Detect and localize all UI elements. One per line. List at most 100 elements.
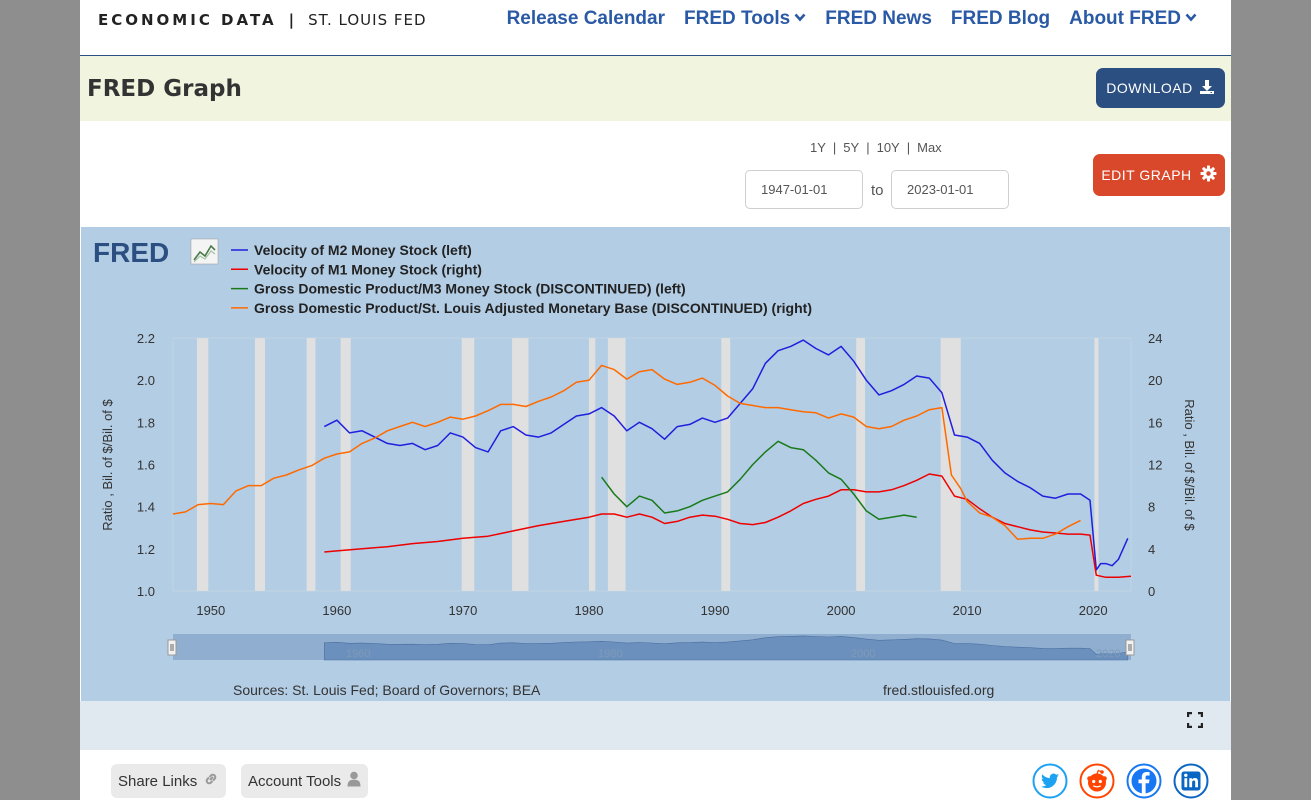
fred-logo-graph-icon bbox=[190, 238, 219, 265]
account-tools-button[interactable]: Account Tools bbox=[241, 764, 369, 798]
navigator-label: 2000 bbox=[851, 648, 875, 660]
y-left-tick-label: 2.2 bbox=[137, 331, 155, 346]
linkedin-share-button[interactable] bbox=[1173, 763, 1209, 799]
expand-icon[interactable] bbox=[1186, 711, 1204, 729]
y-right-tick-label: 24 bbox=[1148, 331, 1162, 346]
axes-layer: 1950 1960 1970 1980 1990 2000 2010 2020 1.0 1.2 1.… bbox=[100, 331, 1197, 618]
recession-bar bbox=[588, 338, 596, 591]
start-date-input[interactable] bbox=[745, 170, 863, 209]
x-tick-label: 1950 bbox=[196, 603, 225, 618]
range-separator: | bbox=[866, 140, 870, 155]
legend-item-label: Velocity of M2 Money Stock (left) bbox=[254, 242, 472, 258]
recession-bar bbox=[721, 338, 731, 591]
series-line bbox=[172, 364, 1081, 541]
y-left-tick-label: 2.0 bbox=[137, 373, 155, 388]
account-tools-label: Account Tools bbox=[248, 772, 342, 790]
plot-border bbox=[172, 337, 1132, 592]
navigator-label: 1980 bbox=[598, 648, 622, 660]
navigator-series bbox=[324, 635, 1129, 661]
nav-fred-blog[interactable]: FRED Blog bbox=[951, 8, 1050, 30]
logo-separator: | bbox=[288, 11, 297, 29]
logo-text-right: ST. LOUIS FED bbox=[308, 11, 427, 29]
nav-label: FRED News bbox=[825, 8, 932, 29]
navigator-handle-right[interactable] bbox=[1125, 639, 1135, 656]
share-links-button[interactable]: Share Links bbox=[111, 764, 227, 798]
series-layer bbox=[172, 339, 1132, 579]
recession-bar bbox=[306, 338, 316, 591]
edit-graph-label: EDIT GRAPH bbox=[1101, 167, 1192, 183]
edit-graph-button[interactable]: EDIT GRAPH bbox=[1093, 154, 1225, 196]
range-5y[interactable]: 5Y bbox=[843, 140, 860, 155]
facebook-share-button[interactable] bbox=[1126, 763, 1162, 799]
chart-svg: FRED Velocity of M2 Money Stock (left) Ve… bbox=[81, 227, 1230, 701]
share-links-label: Share Links bbox=[118, 772, 198, 790]
navigator-label: 1960 bbox=[346, 648, 370, 660]
end-date-input[interactable] bbox=[891, 170, 1009, 209]
legend-item-label: Gross Domestic Product/M3 Money Stock (D… bbox=[254, 281, 686, 297]
nav-fred-tools[interactable]: FRED Tools bbox=[684, 8, 806, 30]
y-right-tick-label: 16 bbox=[1148, 415, 1162, 430]
top-navigation-bar: ECONOMIC DATA | ST. LOUIS FED Release Cale… bbox=[80, 0, 1231, 56]
recession-bar bbox=[856, 338, 866, 591]
range-separator: | bbox=[832, 140, 837, 155]
recession-bar bbox=[940, 338, 961, 591]
y-right-tick-label: 0 bbox=[1148, 584, 1155, 599]
nav-label: FRED Tools bbox=[684, 8, 791, 29]
navigator-label: 2020 bbox=[1096, 648, 1120, 660]
y-left-tick-label: 1.0 bbox=[137, 584, 155, 599]
chevron-down-icon bbox=[794, 10, 806, 25]
chart-site-credit[interactable]: fred.stlouisfed.org bbox=[883, 682, 994, 698]
range-navigator[interactable]: 1960 1980 2000 2020 bbox=[167, 634, 1135, 661]
linkedin-icon bbox=[1173, 763, 1209, 799]
twitter-share-button[interactable] bbox=[1032, 763, 1068, 799]
page: ECONOMIC DATA | ST. LOUIS FED Release Cale… bbox=[80, 0, 1231, 800]
legend-item-label: Gross Domestic Product/St. Louis Adjuste… bbox=[254, 300, 812, 316]
reddit-share-button[interactable] bbox=[1079, 763, 1115, 799]
nav-label: About FRED bbox=[1069, 8, 1181, 29]
range-10y[interactable]: 10Y bbox=[876, 140, 900, 155]
download-button[interactable]: DOWNLOAD bbox=[1096, 68, 1225, 108]
nav-release-calendar[interactable]: Release Calendar bbox=[507, 8, 665, 30]
user-icon bbox=[347, 771, 361, 791]
link-icon bbox=[203, 771, 219, 791]
x-tick-label: 2020 bbox=[1079, 603, 1108, 618]
legend-item-label: Velocity of M1 Money Stock (right) bbox=[254, 261, 482, 277]
y-left-tick-label: 1.6 bbox=[137, 458, 155, 473]
fred-logo-text: FRED bbox=[93, 237, 169, 268]
chart-footer-band bbox=[80, 701, 1231, 750]
nav-label: Release Calendar bbox=[506, 8, 665, 29]
to-label: to bbox=[871, 182, 884, 199]
y-left-tick-label: 1.8 bbox=[137, 415, 155, 430]
recession-bar bbox=[512, 338, 529, 591]
download-icon bbox=[1199, 79, 1215, 98]
series-line bbox=[324, 473, 1132, 579]
nav-about-fred[interactable]: About FRED bbox=[1069, 8, 1197, 30]
nav-fred-news[interactable]: FRED News bbox=[825, 8, 932, 30]
y-left-tick-label: 1.4 bbox=[137, 500, 155, 515]
title-band: FRED Graph DOWNLOAD bbox=[80, 56, 1231, 121]
facebook-icon bbox=[1126, 763, 1162, 799]
y-left-tick-label: 1.2 bbox=[137, 542, 155, 557]
nav-label: FRED Blog bbox=[950, 8, 1051, 29]
y-right-axis-label: Ratio , Bil. of $/Bil. of $ bbox=[1182, 399, 1197, 531]
economic-data-logo[interactable]: ECONOMIC DATA | ST. LOUIS FED bbox=[98, 11, 427, 29]
x-tick-label: 1960 bbox=[322, 603, 351, 618]
y-right-tick-label: 12 bbox=[1148, 458, 1162, 473]
recession-bars bbox=[196, 338, 1099, 591]
recession-bar bbox=[1094, 338, 1099, 591]
recession-bar bbox=[340, 338, 351, 591]
x-tick-label: 1970 bbox=[448, 603, 477, 618]
legend-background bbox=[81, 227, 1230, 337]
main-nav: Release Calendar FRED Tools FRED News FR… bbox=[507, 8, 1197, 30]
navigator-handle-left[interactable] bbox=[167, 639, 177, 656]
reddit-icon bbox=[1079, 763, 1115, 799]
twitter-icon bbox=[1032, 763, 1068, 799]
download-label: DOWNLOAD bbox=[1106, 80, 1193, 96]
x-tick-label: 2000 bbox=[827, 603, 856, 618]
y-right-tick-label: 4 bbox=[1148, 542, 1155, 557]
chevron-down-icon bbox=[1185, 10, 1197, 25]
range-max[interactable]: Max bbox=[917, 140, 942, 155]
logo-text-left: ECONOMIC DATA bbox=[98, 11, 277, 29]
range-1y[interactable]: 1Y bbox=[810, 140, 826, 155]
series-line bbox=[600, 440, 917, 521]
